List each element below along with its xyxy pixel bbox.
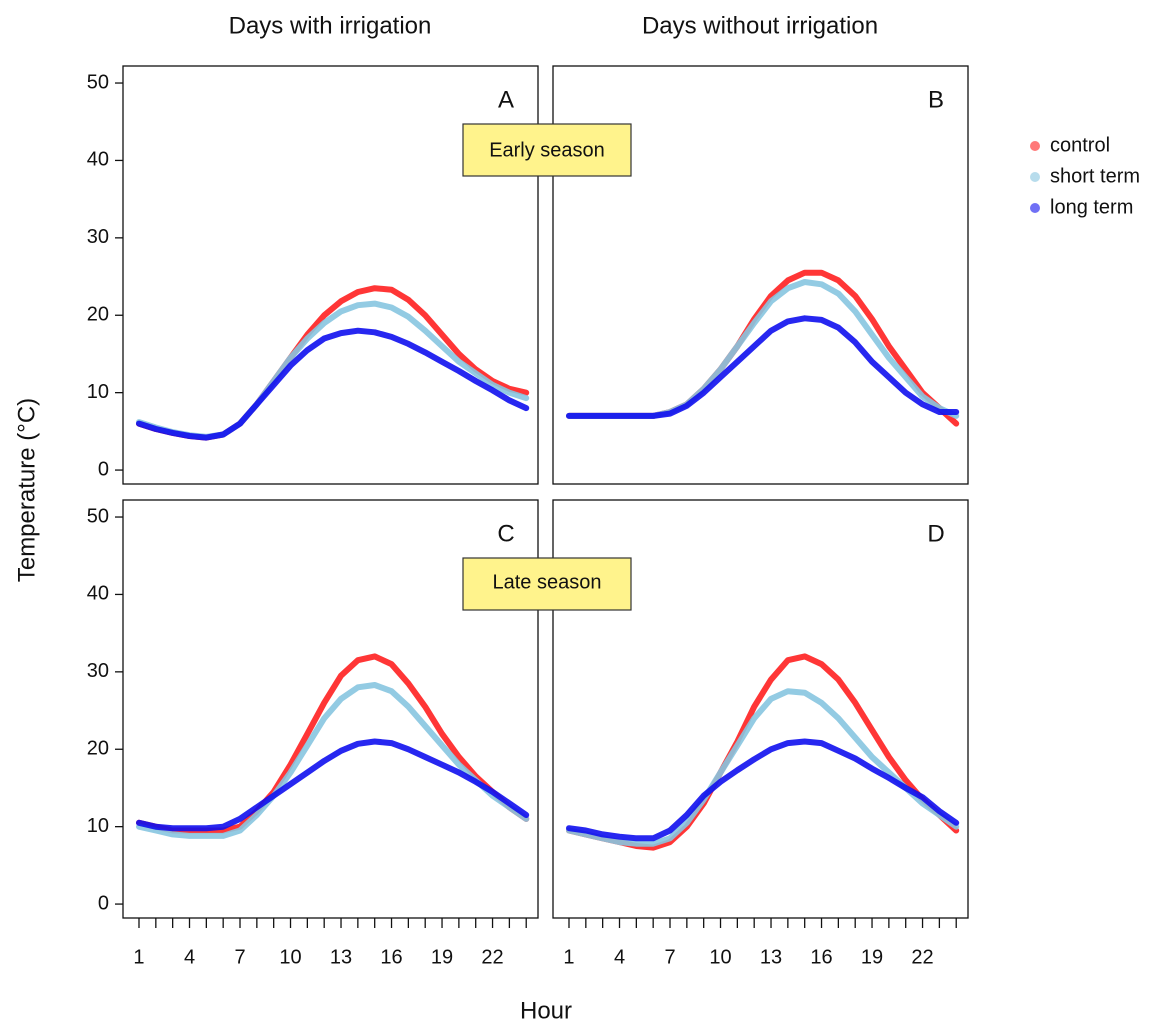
panel-letter: C (497, 520, 514, 547)
panel-frame (122, 499, 539, 919)
y-tick-label: 20 (87, 738, 109, 760)
x-tick-label: 22 (481, 946, 503, 968)
x-tick-label: 16 (380, 946, 402, 968)
y-tick-label: 20 (87, 304, 109, 326)
column-title: Days without irrigation (642, 12, 878, 39)
series-line (136, 653, 530, 834)
y-tick-label: 30 (87, 660, 109, 682)
season-box (462, 123, 632, 177)
series-line (136, 285, 530, 441)
legend-marker (1030, 203, 1040, 213)
legend-label: long term (1050, 196, 1133, 218)
series-line (566, 269, 960, 427)
panel-letter: B (928, 86, 944, 113)
legend: control short term long term (1030, 134, 1140, 218)
x-tick-label: 10 (709, 946, 731, 968)
x-tick-label: 16 (810, 946, 832, 968)
panel-frame (552, 65, 969, 485)
x-tick-label: 19 (861, 946, 883, 968)
x-tick-label: 22 (911, 946, 933, 968)
legend-marker (1030, 141, 1040, 151)
series-line (136, 327, 530, 441)
y-tick-label: 10 (87, 815, 109, 837)
x-tick-label: 13 (330, 946, 352, 968)
season-label: Early season (489, 139, 605, 161)
y-tick-label: 40 (87, 583, 109, 605)
x-tick-label: 1 (133, 946, 144, 968)
y-axis-label: Temperature (°C) (13, 398, 40, 582)
series-line (136, 738, 530, 832)
y-tick-label: 50 (87, 71, 109, 93)
x-tick-label: 7 (664, 946, 675, 968)
panel-frame (122, 65, 539, 485)
overlay: Early season Late season (462, 123, 632, 611)
x-tick-label: 4 (184, 946, 195, 968)
y-tick-label: 0 (98, 892, 109, 914)
y-tick-label: 10 (87, 381, 109, 403)
y-tick-label: 30 (87, 226, 109, 248)
panel-letter: A (498, 86, 514, 113)
series-line (566, 688, 960, 847)
panel: B (552, 65, 969, 485)
series-line (566, 738, 960, 842)
y-tick-label: 0 (98, 458, 109, 480)
panel-frame (552, 499, 969, 919)
panel: D 1 4 7 10 13 16 19 22 (552, 499, 969, 968)
season-label: Late season (493, 571, 602, 593)
series-line (566, 315, 960, 419)
panel-letter: D (927, 520, 944, 547)
series-line (136, 682, 530, 839)
panels: A 0 10 20 30 40 50 B C 0 10 20 30 40 50 1 4 7 10 13 16 19 22 D 1… (87, 65, 969, 968)
y-tick-label: 40 (87, 149, 109, 171)
panel: A 0 10 20 30 40 50 (87, 65, 539, 485)
x-tick-label: 19 (431, 946, 453, 968)
legend-marker (1030, 172, 1040, 182)
series-line (566, 279, 960, 419)
x-tick-label: 13 (760, 946, 782, 968)
panel: C 0 10 20 30 40 50 1 4 7 10 13 16 19 22 (87, 499, 539, 968)
column-title: Days with irrigation (229, 12, 432, 39)
series-line (136, 300, 530, 440)
x-tick-label: 1 (563, 946, 574, 968)
legend-label: control (1050, 134, 1110, 156)
season-box (462, 557, 632, 611)
x-axis-label: Hour (520, 997, 572, 1024)
y-tick-label: 50 (87, 505, 109, 527)
x-tick-label: 4 (614, 946, 625, 968)
x-tick-label: 10 (279, 946, 301, 968)
legend-label: short term (1050, 165, 1140, 187)
x-tick-label: 7 (234, 946, 245, 968)
